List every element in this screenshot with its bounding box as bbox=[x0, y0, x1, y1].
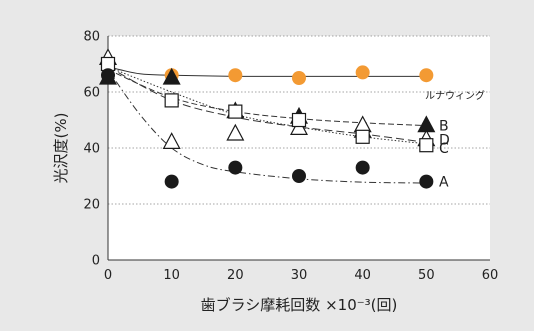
x-axis-title: 歯ブラシ摩耗回数 ×10⁻³(回) bbox=[201, 296, 398, 314]
point-a bbox=[101, 68, 115, 83]
point-c bbox=[419, 138, 434, 153]
point-lunawing bbox=[228, 68, 243, 83]
y-tick-label: 80 bbox=[83, 30, 100, 45]
data-points bbox=[99, 48, 436, 189]
point-d bbox=[226, 123, 245, 141]
fit-curve-d bbox=[107, 66, 427, 145]
y-axis-title: 光沢度(%) bbox=[52, 113, 70, 184]
y-tick-label: 20 bbox=[83, 198, 100, 213]
x-tick-label: 20 bbox=[227, 268, 244, 283]
y-tick-label: 60 bbox=[83, 86, 100, 101]
series-label-b: B bbox=[439, 119, 449, 135]
x-tick-label: 40 bbox=[354, 268, 371, 283]
x-tick-label: 10 bbox=[163, 268, 180, 283]
x-tick-label: 0 bbox=[104, 268, 112, 283]
series-labels: ルナウィング BDC A bbox=[425, 89, 485, 190]
series-label-lunawing: ルナウィング bbox=[425, 89, 485, 102]
point-a bbox=[419, 174, 434, 189]
series-label-a: A bbox=[439, 175, 449, 191]
x-tick-label: 60 bbox=[482, 268, 499, 283]
point-a bbox=[228, 160, 243, 175]
x-tick-label: 30 bbox=[291, 268, 308, 283]
point-b bbox=[162, 67, 181, 85]
point-lunawing bbox=[355, 65, 370, 80]
tick-labels: 0 20 40 60 80 0 10 20 30 40 50 60 bbox=[83, 30, 498, 284]
point-c bbox=[355, 129, 370, 144]
series-label-d: D bbox=[439, 133, 450, 149]
y-tick-label: 0 bbox=[92, 254, 100, 269]
point-c bbox=[164, 93, 179, 108]
point-a bbox=[164, 174, 179, 189]
x-tick-label: 50 bbox=[418, 268, 435, 283]
y-tick-label: 40 bbox=[83, 142, 100, 157]
series-label-c: C bbox=[439, 141, 449, 157]
point-lunawing bbox=[419, 68, 434, 83]
point-c bbox=[228, 104, 243, 119]
point-lunawing bbox=[292, 71, 306, 85]
point-a bbox=[292, 169, 306, 183]
point-a bbox=[355, 160, 370, 175]
fit-curve-a bbox=[107, 69, 427, 184]
point-c bbox=[291, 112, 307, 128]
point-d bbox=[162, 132, 181, 149]
